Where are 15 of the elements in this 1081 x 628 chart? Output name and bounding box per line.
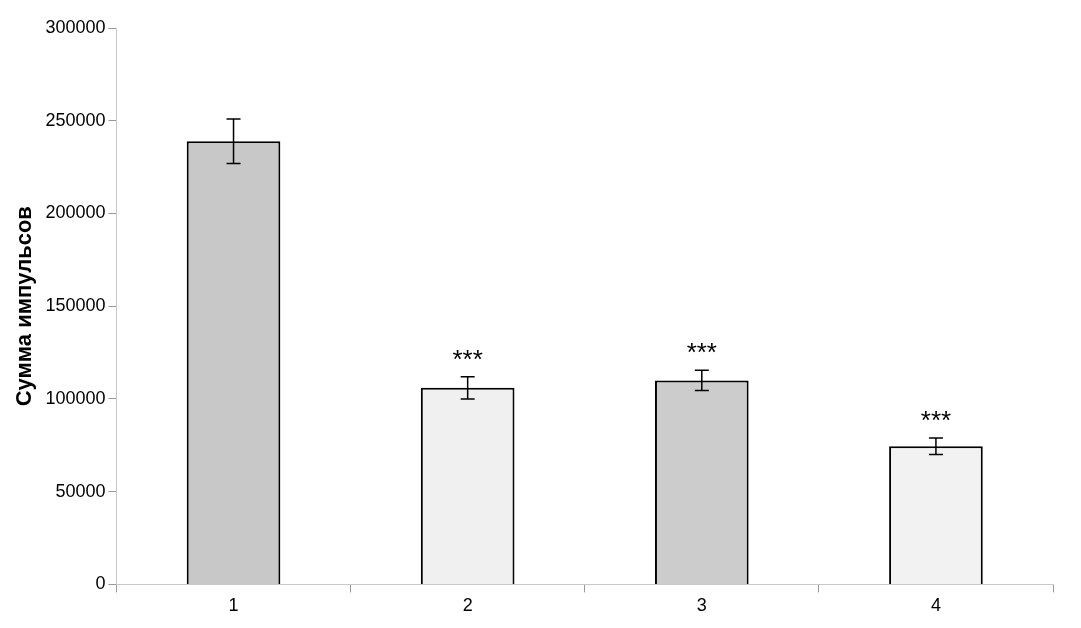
y-axis-title: Сумма импульсов — [11, 206, 37, 407]
data-label: *** — [452, 343, 483, 374]
data-label: *** — [686, 337, 717, 368]
y-tick-label: 300000 — [45, 16, 106, 37]
x-tick-label: 4 — [930, 595, 941, 616]
y-tick-label: 150000 — [45, 295, 106, 316]
x-tick-label: 1 — [228, 595, 239, 616]
y-tick-label: 100000 — [45, 387, 106, 408]
x-tick-label: 3 — [696, 595, 707, 616]
y-tick-label: 200000 — [45, 202, 106, 223]
y-tick-label: 50000 — [55, 480, 106, 501]
y-tick-label: 250000 — [45, 109, 106, 130]
y-tick-label: 0 — [95, 573, 106, 594]
data-label: *** — [920, 405, 952, 436]
x-tick-label: 2 — [462, 595, 473, 616]
